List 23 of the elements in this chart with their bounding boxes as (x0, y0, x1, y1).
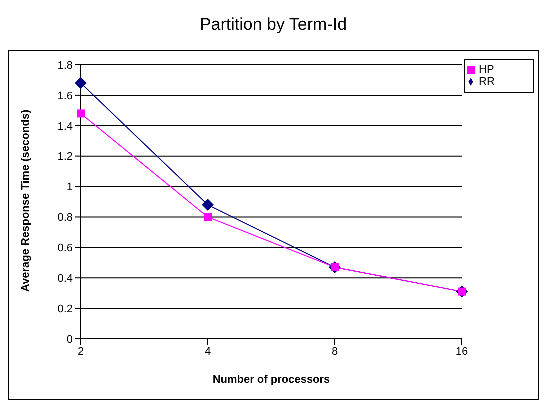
legend-label: HP (479, 64, 494, 76)
y-tick-label: 0.4 (58, 273, 73, 286)
point (204, 213, 212, 222)
point (77, 110, 85, 118)
point (75, 77, 87, 90)
y-tick-label: 0.2 (58, 303, 73, 316)
x-tick-label: 8 (332, 346, 338, 358)
x-tick-label: 16 (456, 346, 468, 358)
point (202, 199, 214, 212)
y-tick-label: 0.8 (58, 212, 73, 224)
legend-label: RR (479, 76, 495, 88)
y-tick-label: 1.4 (58, 120, 73, 133)
y-tick-label: 0.6 (58, 242, 73, 255)
y-tick-label: 1.8 (58, 60, 73, 72)
y-tick-label: 1.6 (58, 90, 73, 102)
y-tick-label: 1.2 (58, 151, 73, 164)
x-axis-title: Number of processors (212, 374, 330, 386)
y-axis-title: Average Response Time (seconds) (20, 109, 32, 292)
y-tick-label: 0 (66, 334, 73, 346)
x-tick-label: 2 (78, 346, 84, 358)
y-tick-label: 1 (66, 182, 73, 194)
chart-title: Partition by Term-Id (198, 14, 348, 36)
x-tick-label: 4 (204, 346, 212, 358)
